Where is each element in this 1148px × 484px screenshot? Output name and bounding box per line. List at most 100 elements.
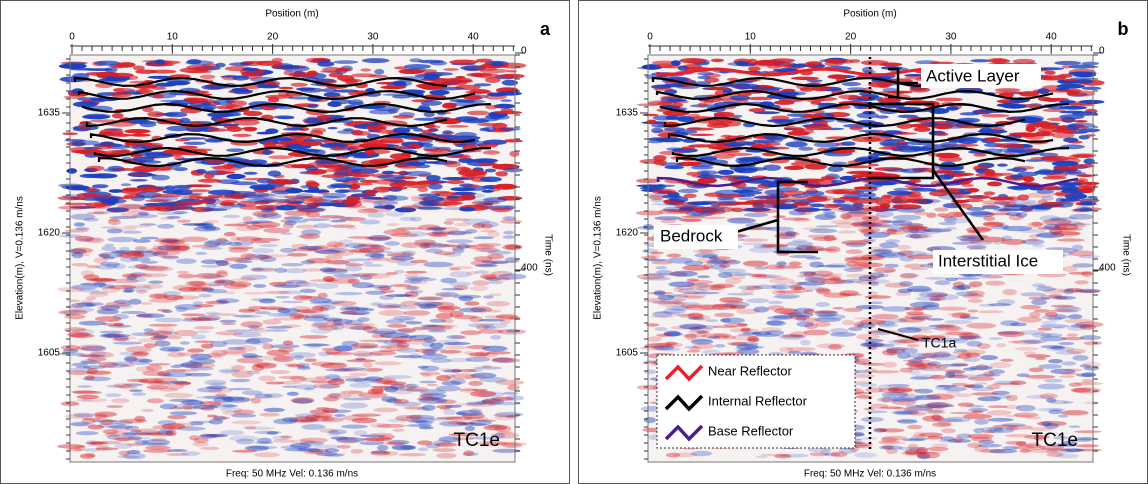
- wavelet: [77, 385, 92, 388]
- wavelet: [668, 281, 695, 288]
- wavelet: [227, 100, 247, 107]
- wavelet: [57, 444, 86, 449]
- wavelet: [362, 261, 374, 265]
- wavelet: [355, 357, 367, 361]
- wavelet: [182, 318, 202, 322]
- wavelet: [116, 62, 136, 68]
- wavelet: [845, 191, 861, 195]
- wavelet: [149, 198, 172, 203]
- wavelet: [797, 199, 815, 206]
- wavelet: [175, 306, 188, 313]
- wavelet: [377, 346, 392, 350]
- wavelet: [421, 373, 432, 377]
- wavelet: [120, 211, 149, 218]
- wavelet: [111, 250, 126, 254]
- wavelet: [357, 368, 382, 373]
- wavelet: [86, 265, 100, 269]
- wavelet: [193, 284, 222, 287]
- wavelet: [333, 368, 359, 372]
- wavelet: [481, 190, 494, 193]
- wavelet: [205, 139, 224, 143]
- wavelet: [228, 62, 250, 67]
- wavelet: [395, 294, 414, 297]
- wavelet: [448, 245, 479, 248]
- wavelet: [157, 245, 181, 251]
- wavelet: [456, 410, 483, 417]
- wavelet: [470, 260, 497, 267]
- wavelet: [420, 100, 443, 106]
- wavelet: [71, 263, 89, 267]
- wavelet: [1081, 379, 1094, 383]
- wavelet: [101, 246, 117, 251]
- wavelet: [370, 432, 393, 436]
- wavelet: [145, 364, 163, 372]
- wavelet: [347, 236, 374, 239]
- wavelet: [367, 330, 397, 335]
- wavelet: [756, 226, 778, 231]
- wavelet: [292, 398, 313, 404]
- wavelet: [802, 317, 821, 323]
- wavelet: [214, 279, 226, 284]
- wavelet: [474, 247, 499, 252]
- wavelet: [404, 406, 426, 410]
- wavelet: [150, 438, 167, 441]
- wavelet: [913, 198, 941, 204]
- wavelet: [226, 191, 257, 194]
- wavelet: [954, 277, 980, 280]
- wavelet: [726, 292, 755, 296]
- wavelet: [151, 330, 179, 337]
- wavelet: [447, 230, 467, 236]
- wavelet: [462, 452, 479, 457]
- wavelet: [296, 193, 313, 199]
- wavelet: [913, 127, 931, 132]
- wavelet: [684, 333, 697, 340]
- wavelet: [219, 369, 240, 374]
- wavelet: [967, 309, 979, 313]
- wavelet: [654, 216, 683, 221]
- wavelet: [243, 221, 262, 225]
- wavelet: [493, 401, 521, 406]
- wavelet: [268, 155, 293, 160]
- wavelet: [1017, 316, 1042, 323]
- wavelet: [386, 253, 415, 257]
- wavelet: [333, 242, 348, 249]
- wavelet: [186, 362, 216, 369]
- wavelet: [461, 118, 490, 124]
- wavelet: [325, 248, 350, 252]
- wavelet: [449, 59, 478, 65]
- wavelet: [366, 367, 384, 372]
- wavelet: [332, 318, 353, 325]
- wavelet: [196, 330, 211, 334]
- wavelet: [396, 342, 410, 348]
- y-tick-label: 1605: [38, 348, 61, 359]
- wavelet: [768, 300, 783, 305]
- wavelet: [77, 344, 105, 351]
- wavelet: [879, 445, 903, 450]
- wavelet: [412, 128, 423, 132]
- wavelet: [723, 322, 748, 328]
- wavelet: [242, 216, 253, 222]
- wavelet: [909, 87, 931, 93]
- wavelet: [426, 383, 438, 387]
- wavelet: [223, 291, 236, 295]
- wavelet: [392, 227, 407, 234]
- wavelet: [125, 346, 152, 353]
- wavelet: [314, 304, 331, 309]
- wavelet: [359, 142, 389, 148]
- wavelet: [321, 174, 345, 178]
- wavelet: [189, 194, 202, 201]
- wavelet: [443, 252, 462, 257]
- wavelet: [323, 168, 349, 173]
- wavelet: [230, 278, 257, 282]
- wavelet: [394, 269, 405, 274]
- wavelet: [183, 141, 207, 145]
- wavelet: [331, 146, 345, 151]
- x-tick-label: 0: [647, 32, 653, 43]
- wavelet: [248, 445, 278, 450]
- wavelet: [173, 206, 197, 210]
- wavelet: [199, 401, 222, 408]
- wavelet: [219, 202, 235, 206]
- wavelet: [419, 371, 441, 376]
- wavelet: [258, 192, 276, 199]
- wavelet: [294, 419, 319, 423]
